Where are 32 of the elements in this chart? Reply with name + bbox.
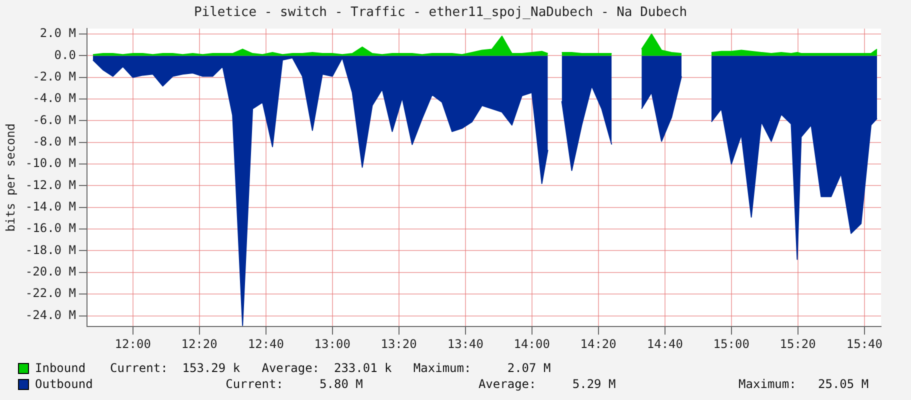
y-tick-label: -14.0 M [25,200,76,214]
y-tick-label: -16.0 M [25,221,76,236]
x-tick-label: 14:00 [514,336,550,351]
y-tick-label: 0.0 [54,48,76,62]
x-tick-label: 15:40 [846,336,883,351]
y-tick-label: -22.0 M [25,286,76,300]
x-tick-label: 13:00 [314,336,350,351]
y-tick-label: -24.0 M [25,308,76,322]
y-tick-label: -8.0 M [32,134,76,149]
y-tick-label: -18.0 M [25,242,76,257]
x-tick-label: 15:20 [780,336,816,351]
legend-label: Inbound [35,361,87,375]
y-tick-label: -20.0 M [25,264,76,279]
x-tick-label: 12:40 [248,336,284,351]
x-tick-label: 12:00 [114,336,151,351]
x-tick-label: 15:00 [713,336,750,351]
y-tick-label: -6.0 M [32,112,76,127]
y-tick-label: -10.0 M [25,156,76,170]
x-tick-label: 14:40 [646,336,683,351]
y-tick-label: -2.0 M [32,69,76,84]
y-axis-title: bits per second [3,123,18,232]
legend-label: Outbound [35,377,94,391]
y-tick-label: -4.0 M [32,91,76,106]
text: Current: 153.29 k Average: 233.01 k Maximum: 2.07 M [110,361,551,375]
y-tick-label: -12.0 M [25,178,76,192]
x-tick-label: 13:40 [447,336,484,351]
x-tick-label: 14:20 [580,336,616,351]
text: Current: 5.80 M Average: 5.29 M Maximum: 25.05 M [224,377,869,391]
x-tick-label: 13:20 [380,336,417,351]
chart-title: Piletice - switch - Traffic - ether11_spoj_NaDubech - Na Dubech [194,5,688,20]
y-tick-label: 2.0 M [40,26,76,40]
x-tick-label: 12:20 [181,336,218,351]
